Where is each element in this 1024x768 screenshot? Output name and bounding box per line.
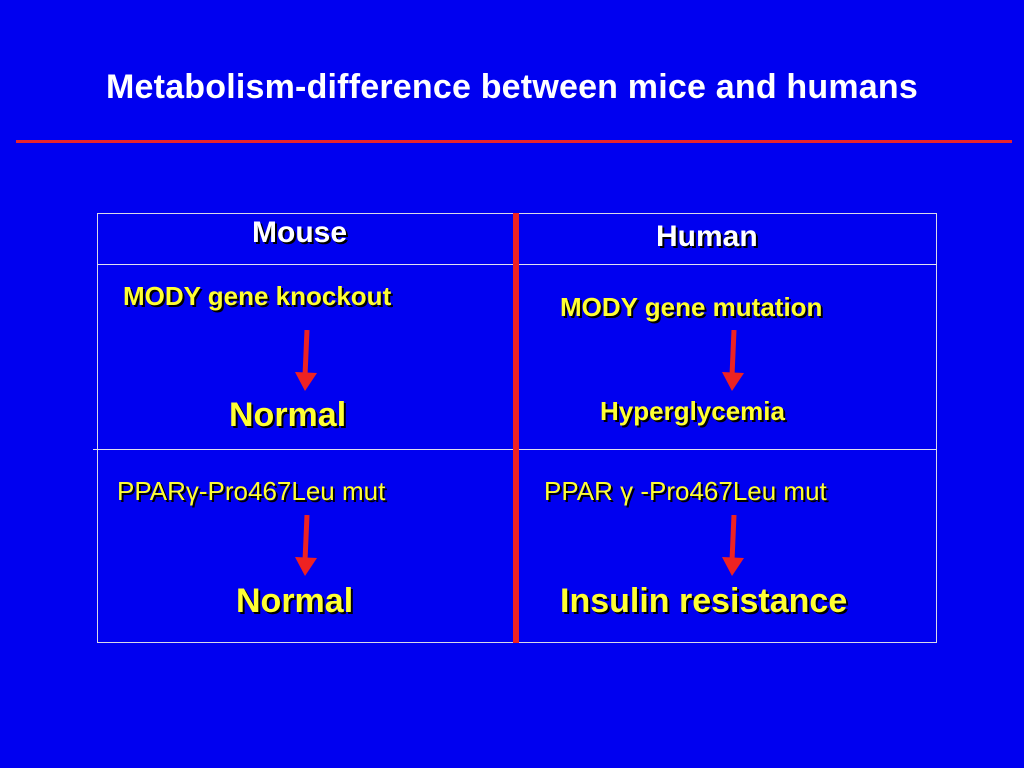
down-arrow-icon (722, 515, 744, 576)
down-arrow-icon (295, 515, 317, 576)
human-cause-1: MODY gene mutation (560, 292, 823, 322)
mouse-effect-1: Normal (229, 396, 347, 434)
human-effect-1: Hyperglycemia (600, 396, 785, 426)
mouse-cause-1: MODY gene knockout (123, 281, 392, 311)
title-underline (16, 140, 1012, 143)
header-human: Human (656, 220, 758, 253)
slide-title: Metabolism-difference between mice and h… (106, 68, 918, 106)
column-divider (513, 213, 519, 643)
human-cause-2: PPAR γ -Pro467Leu mut (544, 476, 827, 506)
down-arrow-icon (295, 330, 317, 391)
mouse-cause-2: PPARγ-Pro467Leu mut (117, 476, 386, 506)
header-mouse: Mouse (252, 216, 348, 249)
down-arrow-icon (722, 330, 744, 391)
mouse-effect-2: Normal (236, 582, 354, 620)
human-effect-2: Insulin resistance (560, 582, 848, 620)
